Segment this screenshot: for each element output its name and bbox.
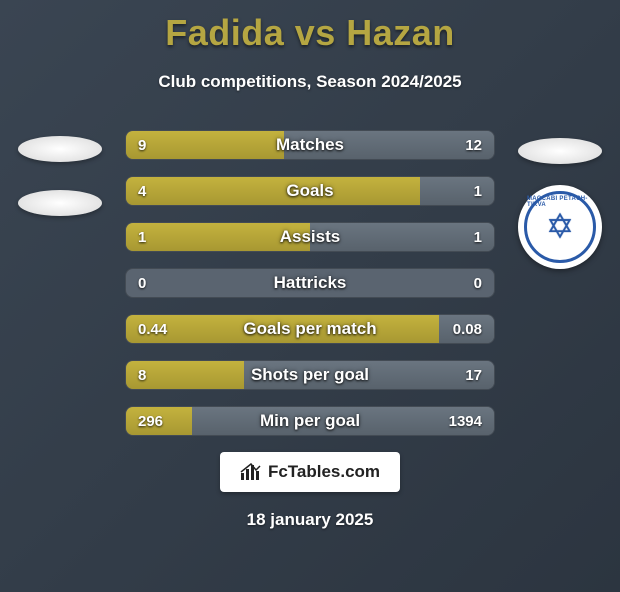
club-crest-text: MACCABI PETACH-TIKVA <box>527 196 593 208</box>
chart-bars-icon <box>240 463 262 481</box>
stats-bars-container: 912Matches 41Goals 11Assists 00Hattricks 0.4… <box>125 130 495 436</box>
stat-label: Min per goal <box>126 407 494 435</box>
comparison-title: Fadida vs Hazan <box>0 12 620 54</box>
player-placeholder-icon <box>518 129 602 173</box>
brand-text: FcTables.com <box>268 462 380 482</box>
stat-label: Shots per goal <box>126 361 494 389</box>
stat-label: Matches <box>126 131 494 159</box>
stat-bar-row: 11Assists <box>125 222 495 252</box>
stat-label: Assists <box>126 223 494 251</box>
comparison-subtitle: Club competitions, Season 2024/2025 <box>0 72 620 92</box>
stat-label: Goals per match <box>126 315 494 343</box>
stat-label: Goals <box>126 177 494 205</box>
player-placeholder-icon <box>18 127 102 171</box>
stat-bar-row: 817Shots per goal <box>125 360 495 390</box>
stat-label: Hattricks <box>126 269 494 297</box>
stat-bar-row: 0.440.08Goals per match <box>125 314 495 344</box>
stat-bar-row: 912Matches <box>125 130 495 160</box>
right-player-avatar: MACCABI PETACH-TIKVA ✡ <box>518 185 602 269</box>
player-placeholder-icon <box>18 181 102 225</box>
left-player-avatar <box>18 127 102 211</box>
star-of-david-icon: ✡ <box>546 210 575 244</box>
stat-bar-row: 2961394Min per goal <box>125 406 495 436</box>
club-crest-icon: MACCABI PETACH-TIKVA ✡ <box>518 185 602 269</box>
footer-date: 18 january 2025 <box>0 510 620 530</box>
brand-logo: FcTables.com <box>220 452 400 492</box>
stat-bar-row: 00Hattricks <box>125 268 495 298</box>
stat-bar-row: 41Goals <box>125 176 495 206</box>
